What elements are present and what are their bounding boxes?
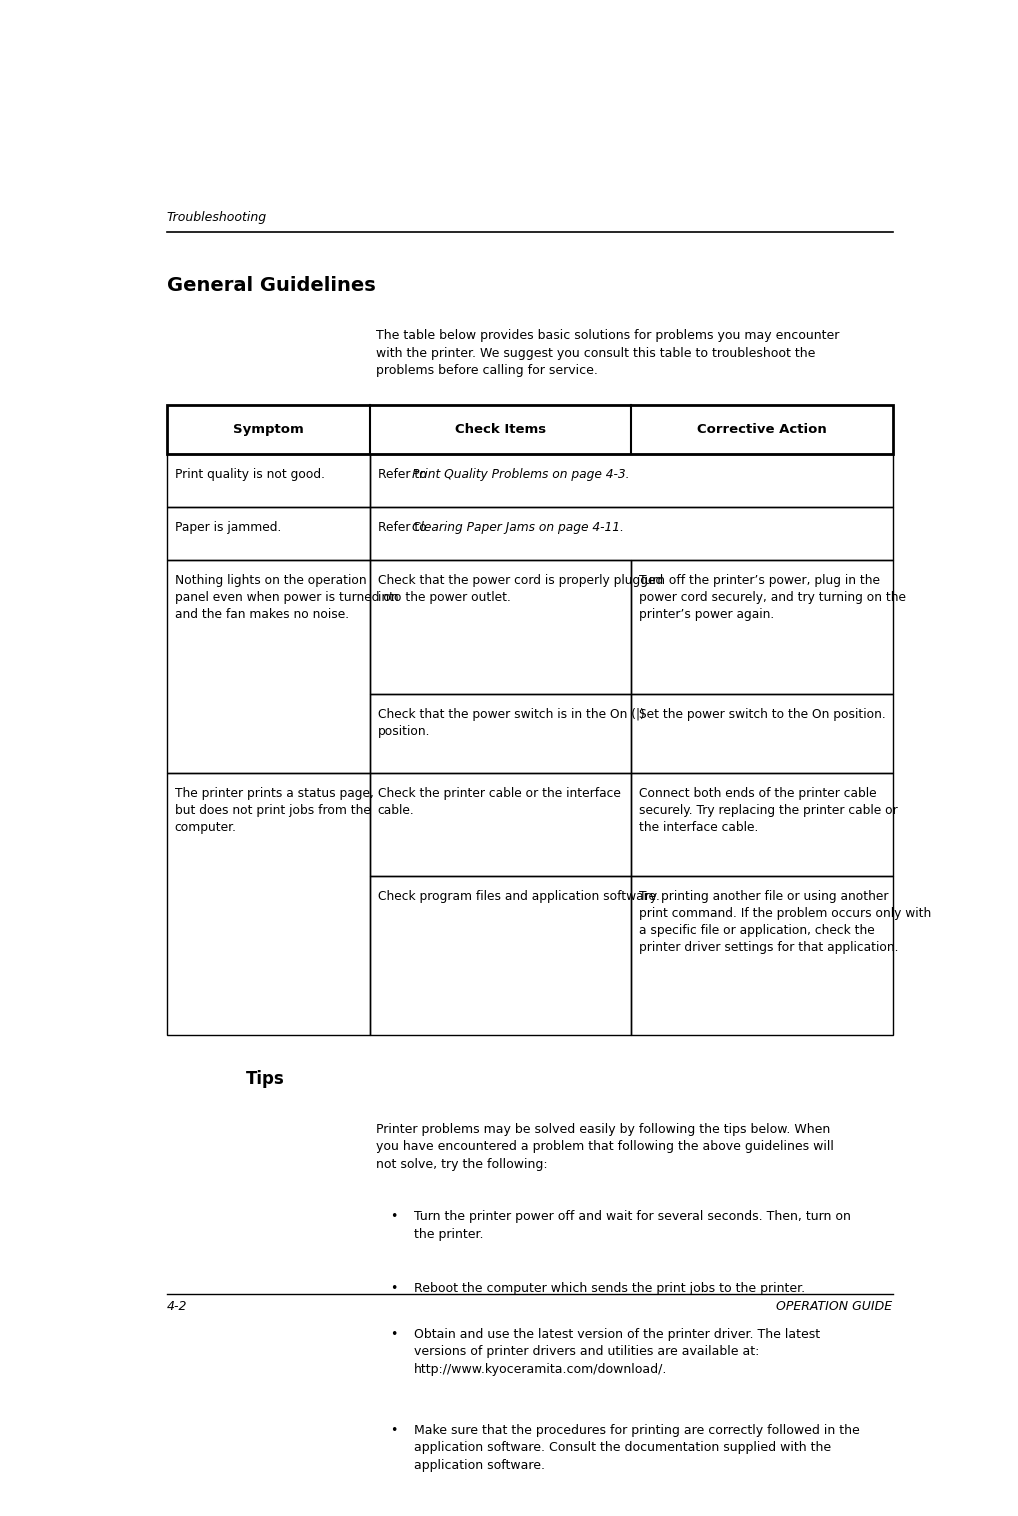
Bar — [167, 506, 370, 559]
Bar — [370, 559, 631, 694]
Text: Check that the power switch is in the On (|)
position.: Check that the power switch is in the On… — [378, 708, 644, 738]
Text: Troubleshooting: Troubleshooting — [167, 211, 267, 224]
Text: Nothing lights on the operation
panel even when power is turned on
and the fan m: Nothing lights on the operation panel ev… — [175, 575, 398, 622]
Bar — [370, 506, 893, 559]
Text: The printer prints a status page,
but does not print jobs from the
computer.: The printer prints a status page, but do… — [175, 787, 374, 834]
Text: Check that the power cord is properly plugged
into the power outlet.: Check that the power cord is properly pl… — [378, 575, 663, 605]
Text: Reboot the computer which sends the print jobs to the printer.: Reboot the computer which sends the prin… — [413, 1281, 805, 1295]
Text: Symptom: Symptom — [233, 423, 303, 437]
Text: Check Items: Check Items — [455, 423, 546, 437]
Text: Check the printer cable or the interface
cable.: Check the printer cable or the interface… — [378, 787, 621, 817]
Bar — [370, 453, 893, 506]
Text: Make sure that the procedures for printing are correctly followed in the
applica: Make sure that the procedures for printi… — [413, 1424, 859, 1472]
Text: Try printing another file or using another
print command. If the problem occurs : Try printing another file or using anoth… — [639, 890, 931, 954]
Text: •: • — [390, 1328, 397, 1340]
Text: Connect both ends of the printer cable
securely. Try replacing the printer cable: Connect both ends of the printer cable s… — [639, 787, 898, 834]
Text: General Guidelines: General Guidelines — [167, 276, 376, 296]
Bar — [370, 694, 631, 773]
Text: The table below provides basic solutions for problems you may encounter
with the: The table below provides basic solutions… — [376, 329, 839, 377]
Text: Refer to: Refer to — [378, 522, 431, 534]
Bar — [370, 876, 631, 1035]
Text: Paper is jammed.: Paper is jammed. — [175, 522, 281, 534]
Bar — [370, 773, 631, 876]
Text: Clearing Paper Jams on page 4-11.: Clearing Paper Jams on page 4-11. — [412, 522, 624, 534]
Bar — [167, 559, 370, 773]
Text: Print Quality Problems on page 4-3.: Print Quality Problems on page 4-3. — [412, 468, 629, 481]
Bar — [167, 405, 893, 453]
Text: Printer problems may be solved easily by following the tips below. When
you have: Printer problems may be solved easily by… — [376, 1123, 834, 1170]
Text: Refer to: Refer to — [378, 468, 431, 481]
Text: •: • — [390, 1281, 397, 1295]
Bar — [631, 559, 893, 694]
Bar — [631, 773, 893, 876]
Text: Set the power switch to the On position.: Set the power switch to the On position. — [639, 708, 886, 722]
Bar — [167, 773, 370, 1035]
Text: •: • — [390, 1424, 397, 1437]
Text: OPERATION GUIDE: OPERATION GUIDE — [777, 1301, 893, 1313]
Text: •: • — [390, 1210, 397, 1223]
Text: Tips: Tips — [246, 1070, 285, 1088]
Bar — [631, 694, 893, 773]
Bar — [631, 876, 893, 1035]
Bar — [167, 453, 370, 506]
Text: Turn off the printer’s power, plug in the
power cord securely, and try turning o: Turn off the printer’s power, plug in th… — [639, 575, 906, 622]
Text: Obtain and use the latest version of the printer driver. The latest
versions of : Obtain and use the latest version of the… — [413, 1328, 819, 1375]
Text: Print quality is not good.: Print quality is not good. — [175, 468, 325, 481]
Text: Check program files and application software.: Check program files and application soft… — [378, 890, 660, 904]
Text: Turn the printer power off and wait for several seconds. Then, turn on
the print: Turn the printer power off and wait for … — [413, 1210, 850, 1240]
Text: 4-2: 4-2 — [167, 1301, 187, 1313]
Text: Corrective Action: Corrective Action — [697, 423, 827, 437]
